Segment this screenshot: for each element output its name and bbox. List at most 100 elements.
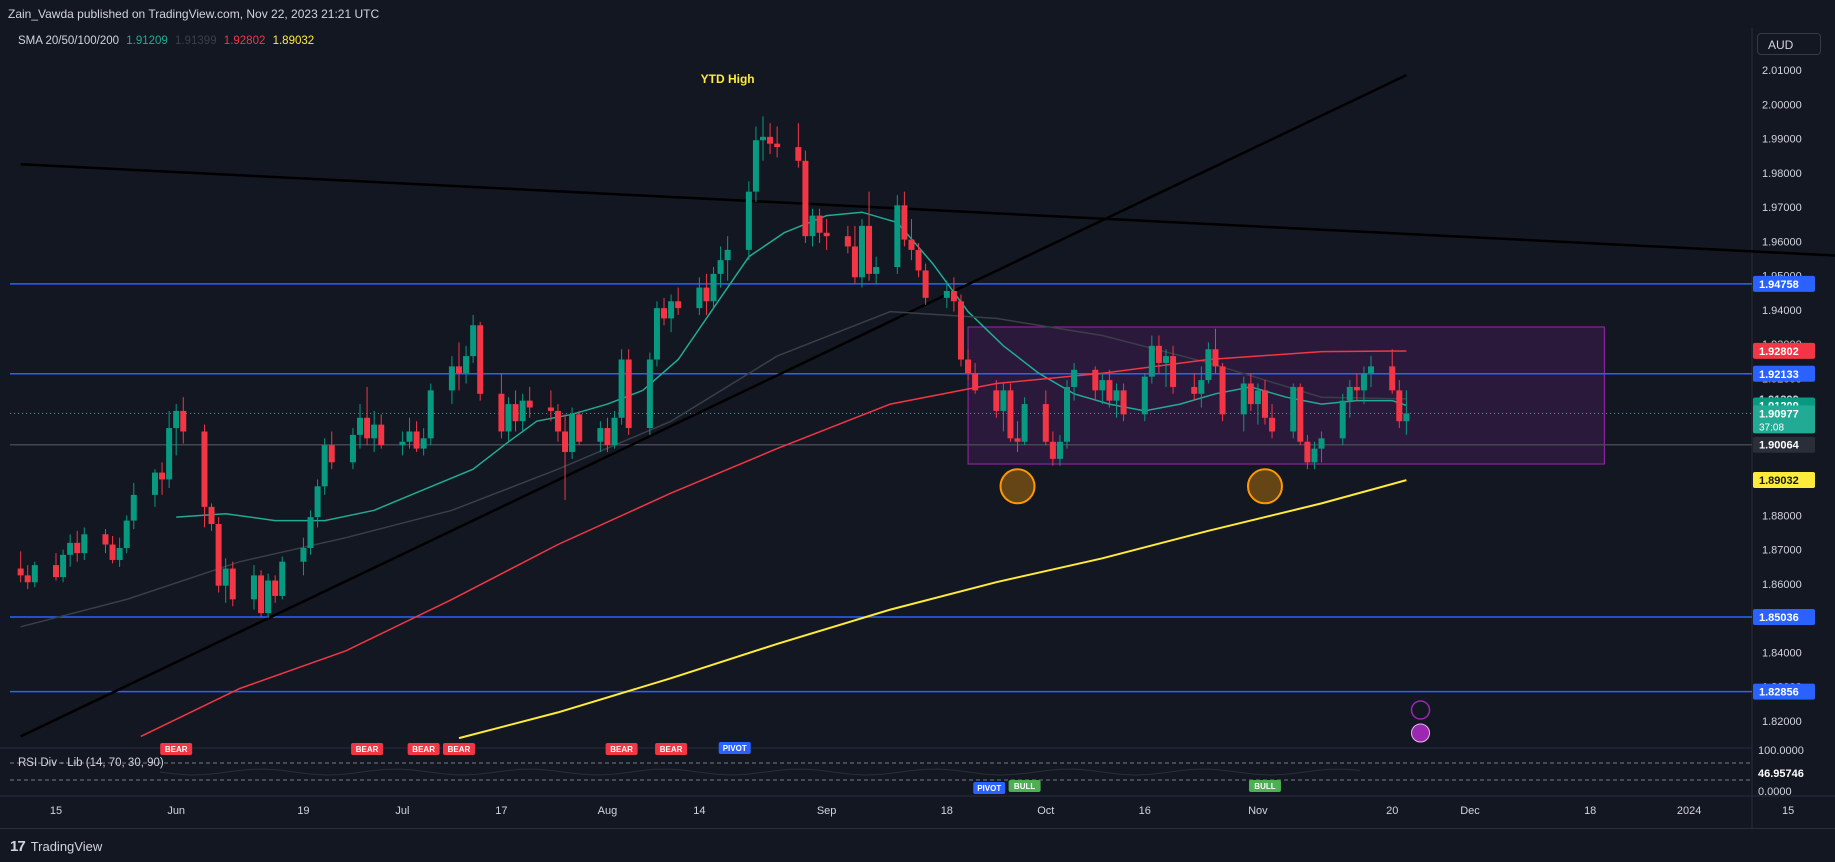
- rsi-signal-tag[interactable]: [407, 743, 440, 755]
- candle-body: [371, 424, 378, 439]
- x-tick-label: Sep: [817, 805, 837, 817]
- candle-body: [505, 404, 512, 432]
- candle-body: [618, 359, 625, 418]
- candle-body: [965, 359, 972, 374]
- brand-label: TradingView: [30, 839, 103, 854]
- rsi-signal-tag[interactable]: [655, 743, 688, 755]
- candle-body: [1297, 386, 1304, 442]
- price-badge-label: 1.90064: [1759, 440, 1800, 452]
- flash-event-icon[interactable]: [1410, 700, 1431, 720]
- rsi-indicator-label: RSI Div - Lib (14, 70, 30, 90): [18, 757, 164, 769]
- candle-body: [229, 568, 236, 600]
- candle-body: [1290, 386, 1297, 432]
- candle-body: [378, 424, 385, 446]
- tradingview-logo[interactable]: 17 TradingView: [10, 838, 102, 855]
- rsi-signal-tag[interactable]: [351, 743, 384, 755]
- rsi-signal-label: BEAR: [660, 745, 683, 754]
- candle-body: [569, 414, 576, 453]
- candle-body: [675, 301, 682, 309]
- price-chart[interactable]: 2.01000 2.00000 1.99000 1.98000 1.97000 1.960…: [0, 28, 1835, 828]
- candle-body: [554, 410, 561, 432]
- double-bottom-marker[interactable]: [999, 468, 1036, 505]
- candle-body: [24, 575, 31, 583]
- rsi-signal-tag[interactable]: [973, 782, 1006, 794]
- candle-body: [81, 534, 88, 554]
- y-tick-label: 1.84000: [1762, 647, 1802, 659]
- candle-body: [265, 580, 272, 614]
- sma-legend-label: SMA 20/50/100/200: [18, 35, 120, 47]
- candle-body: [894, 205, 901, 268]
- candle-body: [250, 575, 257, 600]
- rsi-signal-tag[interactable]: [718, 742, 751, 754]
- candle-body: [823, 232, 830, 237]
- candle-body: [710, 273, 717, 302]
- rsi-signal-tag[interactable]: [442, 743, 475, 755]
- x-tick-label: Jul: [395, 805, 409, 817]
- price-badge-label: 1.85036: [1759, 612, 1799, 624]
- candle-body: [1113, 390, 1120, 401]
- candle-body: [1396, 390, 1403, 422]
- candle-body: [1403, 413, 1410, 422]
- candle-body: [74, 542, 81, 554]
- candle-body: [427, 390, 434, 439]
- rsi-signal-label: BEAR: [448, 745, 471, 754]
- rsi-signal-label: BEAR: [356, 745, 379, 754]
- candle-body: [512, 404, 519, 422]
- rsi-signal-label: BULL: [1254, 782, 1275, 791]
- candle-body: [130, 494, 137, 521]
- rsi-line: [159, 768, 1361, 776]
- rsi-signal-tag[interactable]: [1248, 780, 1281, 792]
- candle-body: [470, 325, 477, 357]
- candle-body: [816, 215, 823, 233]
- candle-body: [307, 517, 314, 548]
- candle-body: [1106, 380, 1113, 401]
- candle-body: [1360, 373, 1367, 391]
- candle-body: [625, 359, 632, 429]
- candle-body: [547, 407, 554, 411]
- candle-body: [717, 260, 724, 274]
- price-badge-label: 1.92802: [1759, 346, 1799, 358]
- double-bottom-marker[interactable]: [1246, 468, 1283, 505]
- candle-body: [60, 554, 67, 578]
- candle-body: [1064, 386, 1071, 442]
- candle-body: [1318, 438, 1325, 449]
- rsi-value: 46.95746: [1758, 768, 1804, 780]
- candle-body: [1092, 369, 1099, 391]
- price-badge-label: 1.89032: [1759, 475, 1799, 487]
- candle-body: [364, 417, 371, 439]
- price-badge: [1753, 436, 1815, 453]
- candle-body: [448, 366, 455, 391]
- rsi-signal-label: BEAR: [610, 745, 633, 754]
- rsi-signal-tag[interactable]: [1008, 780, 1041, 792]
- y-tick-label: 2.01000: [1762, 65, 1802, 77]
- y-tick-label: 2.00000: [1762, 99, 1802, 111]
- chart-area[interactable]: 2.01000 2.00000 1.99000 1.98000 1.97000 1.960…: [0, 28, 1835, 828]
- rsi-signal-tag[interactable]: [605, 743, 638, 755]
- candle-body: [413, 431, 420, 449]
- sma-100-value: 1.92802: [223, 35, 266, 47]
- candle-body: [1071, 369, 1078, 387]
- y-tick-label: 1.97000: [1762, 202, 1802, 214]
- candle-body: [703, 287, 710, 302]
- x-tick-label: Nov: [1248, 805, 1268, 817]
- y-tick-label: 1.88000: [1762, 510, 1802, 522]
- candle-body: [844, 236, 851, 247]
- candle-body: [498, 393, 505, 432]
- currency-selector[interactable]: AUD: [1757, 33, 1821, 55]
- candle-body: [576, 414, 583, 442]
- candle-body: [809, 215, 816, 237]
- rsi-signal-tag[interactable]: [160, 743, 193, 755]
- uk-flag-event-icon[interactable]: [1411, 723, 1431, 743]
- candle-body: [102, 534, 109, 545]
- candle-body: [53, 565, 59, 578]
- candle-body: [611, 417, 618, 446]
- trendline-descending[interactable]: [20, 162, 1835, 257]
- price-badge-label: 1.94758: [1759, 279, 1799, 291]
- trendline-ascending[interactable]: [20, 74, 1407, 738]
- candle-body: [519, 400, 526, 422]
- y-tick-label: 1.99000: [1762, 134, 1802, 146]
- candle-body: [328, 445, 335, 463]
- candle-body: [67, 542, 74, 555]
- consolidation-range-box[interactable]: [967, 326, 1605, 465]
- candle-body: [357, 417, 364, 435]
